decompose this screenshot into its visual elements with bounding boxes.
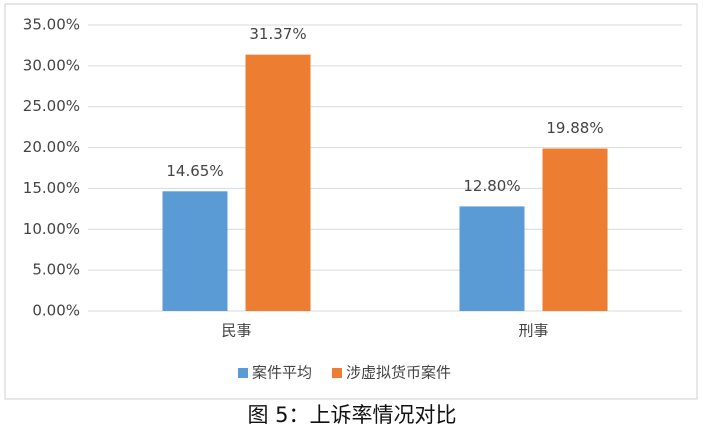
legend-label: 案件平均 [252,364,312,382]
bar [542,148,608,311]
value-label: 31.37% [249,25,306,43]
y-tick-label: 10.00% [23,220,80,238]
bar [245,54,311,311]
y-tick-label: 25.00% [23,97,80,115]
y-tick-label: 15.00% [23,179,80,197]
value-label: 14.65% [166,162,223,180]
chart-caption: 图 5：上诉率情况对比 [247,403,456,427]
y-tick-label: 30.00% [23,56,80,74]
legend-label: 涉虚拟货币案件 [346,364,451,382]
value-label: 12.80% [463,177,520,195]
bar [459,206,525,311]
x-tick-label: 民事 [221,322,251,340]
y-tick-label: 0.00% [32,302,80,320]
y-tick-label: 5.00% [32,261,80,279]
y-tick-label: 35.00% [23,16,80,34]
legend-swatch [238,368,248,378]
y-tick-label: 20.00% [23,138,80,156]
value-label: 19.88% [546,119,603,137]
legend-swatch [332,368,343,378]
x-tick-label: 刑事 [518,322,548,340]
bar [162,191,228,311]
